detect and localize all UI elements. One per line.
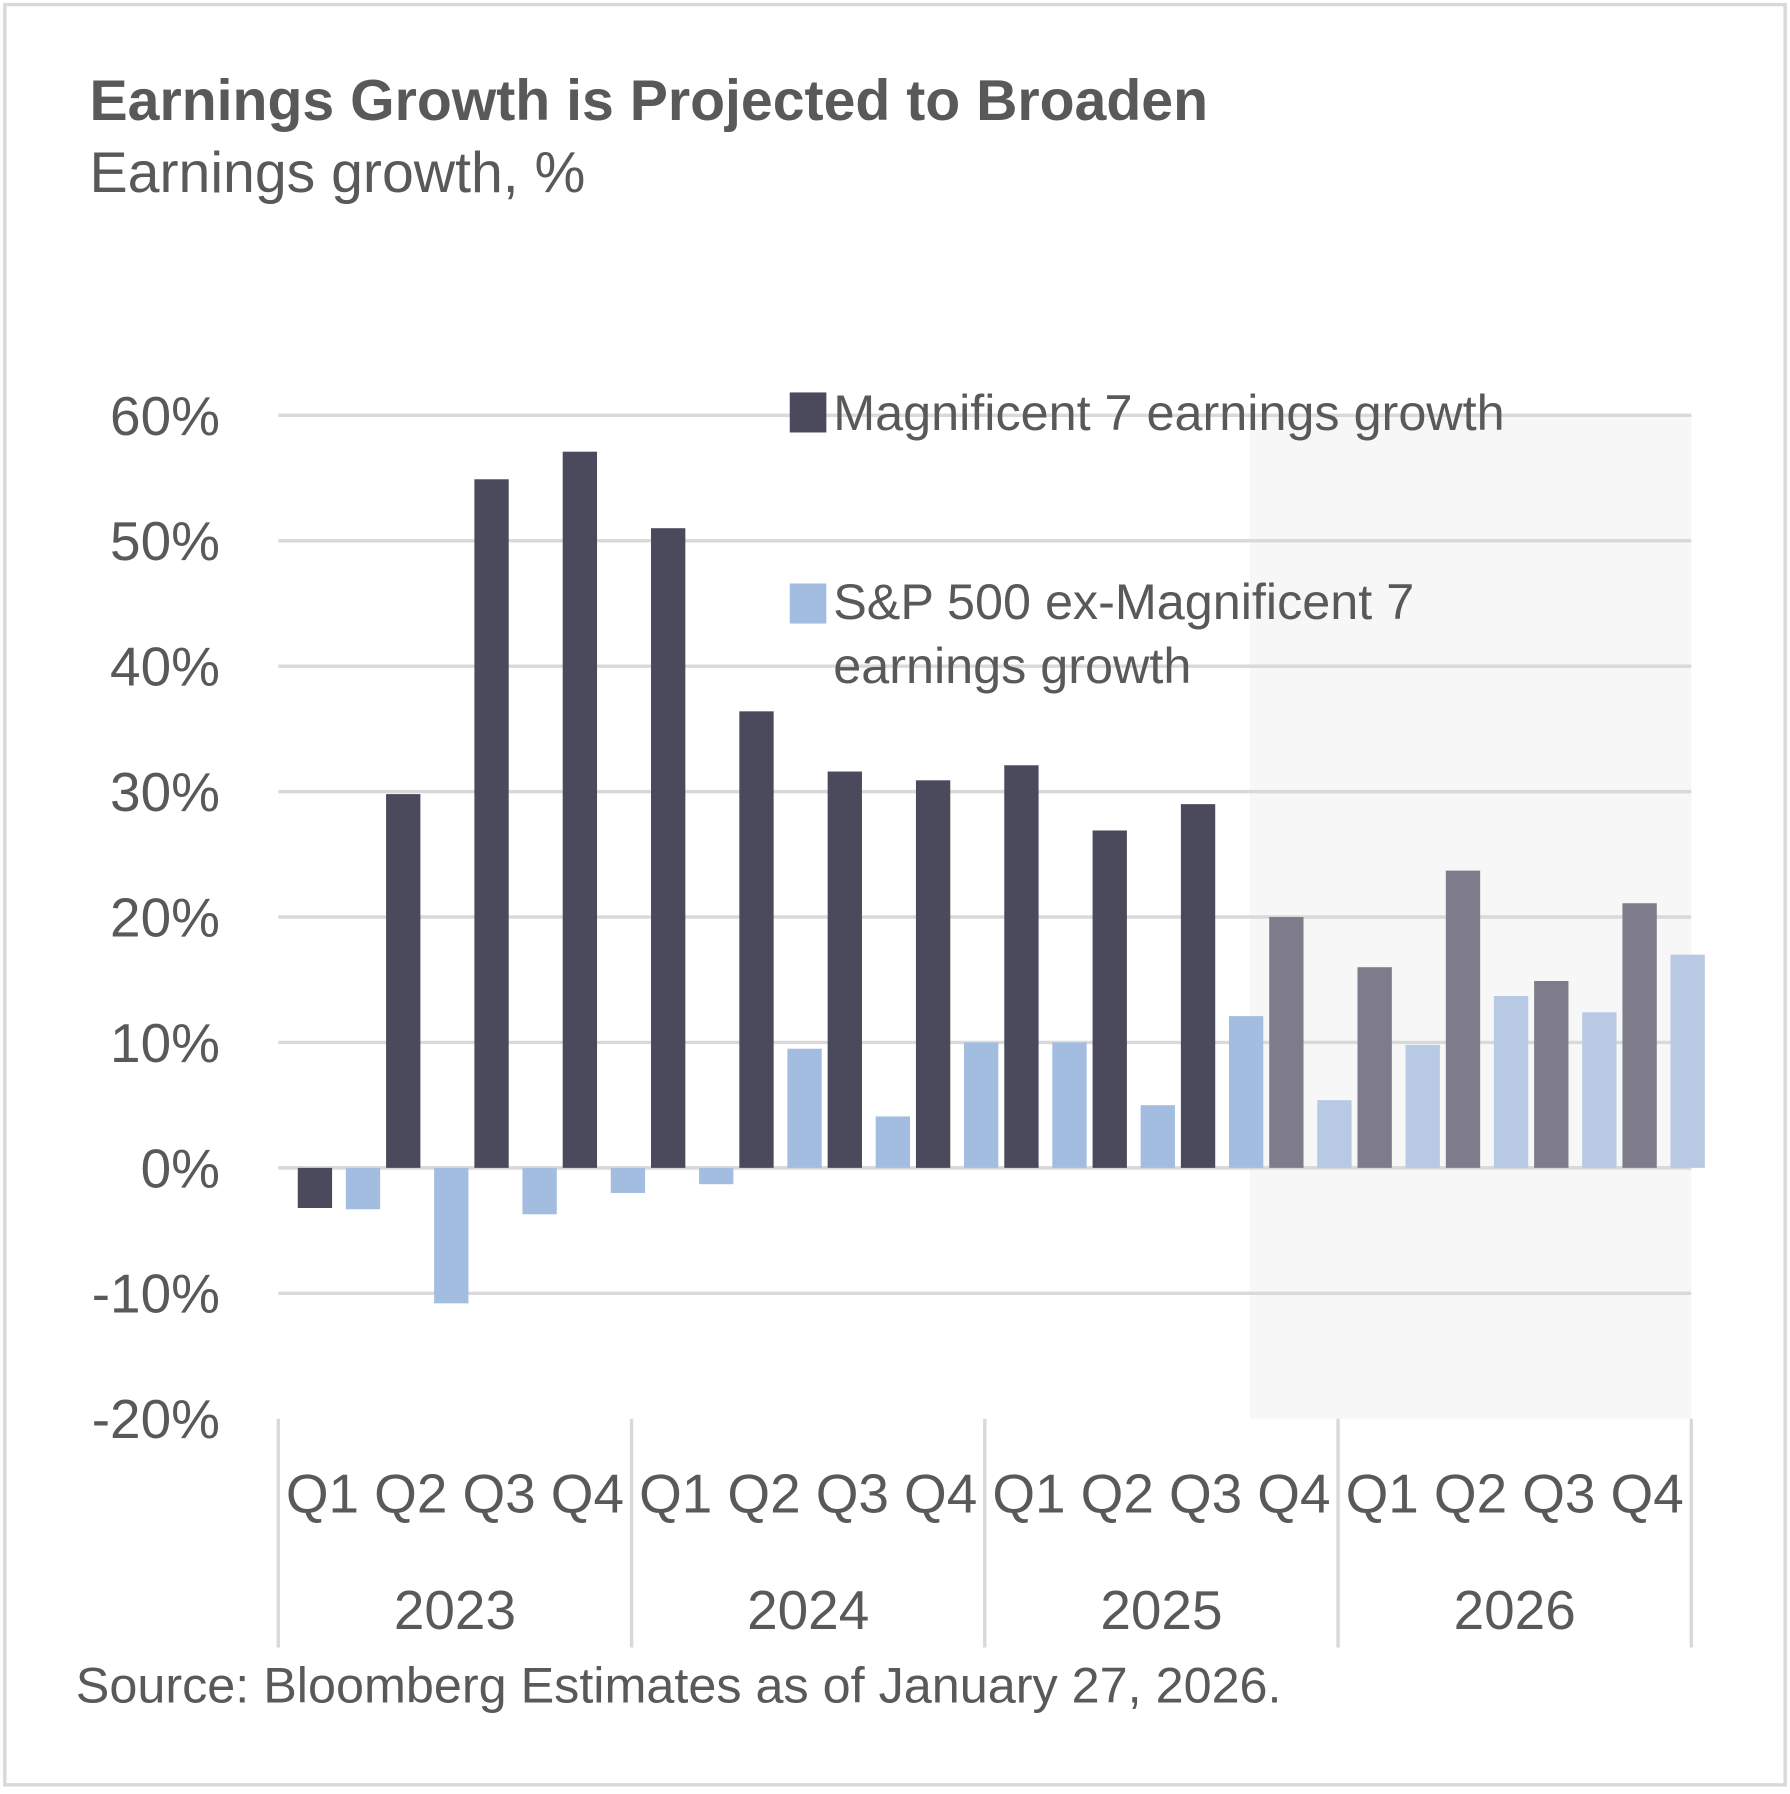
x-tick-quarter: Q2 bbox=[374, 1463, 447, 1525]
x-tick-quarter: Q3 bbox=[1522, 1463, 1595, 1525]
x-tick-year: 2023 bbox=[394, 1579, 516, 1641]
x-tick-quarter: Q2 bbox=[727, 1463, 800, 1525]
bar-mag7 bbox=[386, 794, 421, 1168]
bar-sp500-ex-mag7 bbox=[787, 1048, 822, 1168]
y-tick-label: -20% bbox=[92, 1388, 220, 1450]
y-tick-label: 10% bbox=[110, 1012, 220, 1074]
legend: Magnificent 7 earnings growth S&P 500 ex… bbox=[789, 384, 1505, 694]
bar-mag7 bbox=[474, 479, 509, 1168]
bar-mag7 bbox=[1534, 980, 1569, 1168]
y-tick-label: 60% bbox=[110, 385, 220, 447]
bar-sp500-ex-mag7 bbox=[345, 1167, 381, 1210]
bar-mag7 bbox=[1357, 967, 1392, 1168]
y-tick-label: 0% bbox=[141, 1137, 220, 1199]
x-tick-quarter: Q2 bbox=[1434, 1463, 1507, 1525]
bar-sp500-ex-mag7 bbox=[1670, 954, 1705, 1168]
bar-sp500-ex-mag7 bbox=[1140, 1105, 1175, 1168]
bar-sp500-ex-mag7 bbox=[434, 1167, 469, 1304]
x-tick-quarter: Q1 bbox=[992, 1463, 1065, 1525]
x-tick-quarter: Q2 bbox=[1081, 1463, 1154, 1525]
x-tick-quarter: Q4 bbox=[904, 1463, 977, 1525]
legend-label-mag7: Magnificent 7 earnings growth bbox=[833, 384, 1504, 441]
bar-mag7 bbox=[1092, 830, 1127, 1168]
chart-title: Earnings Growth is Projected to Broaden bbox=[90, 69, 1209, 133]
x-tick-year: 2026 bbox=[1454, 1579, 1576, 1641]
x-tick-quarter: Q1 bbox=[639, 1463, 712, 1525]
bar-mag7 bbox=[1180, 804, 1216, 1168]
bar-sp500-ex-mag7 bbox=[875, 1116, 911, 1168]
x-tick-quarter: Q1 bbox=[1346, 1463, 1419, 1525]
x-tick-year: 2024 bbox=[747, 1579, 869, 1641]
x-tick-year: 2025 bbox=[1100, 1579, 1222, 1641]
bar-sp500-ex-mag7 bbox=[1405, 1044, 1440, 1168]
bar-mag7 bbox=[915, 780, 951, 1168]
bar-sp500-ex-mag7 bbox=[964, 1042, 999, 1168]
y-tick-label: 30% bbox=[110, 761, 220, 823]
bar-sp500-ex-mag7 bbox=[522, 1167, 557, 1215]
y-tick-label: 20% bbox=[110, 886, 220, 948]
y-tick-label: 40% bbox=[110, 636, 220, 698]
bar-sp500-ex-mag7 bbox=[610, 1167, 646, 1193]
x-tick-quarter: Q4 bbox=[1611, 1463, 1684, 1525]
bar-mag7 bbox=[651, 528, 686, 1168]
y-tick-label: 50% bbox=[110, 510, 220, 572]
bar-sp500-ex-mag7 bbox=[1493, 996, 1529, 1168]
x-tick-quarter: Q4 bbox=[1257, 1463, 1330, 1525]
bar-mag7 bbox=[1269, 917, 1304, 1168]
bar-mag7 bbox=[1622, 903, 1657, 1168]
x-tick-quarter: Q3 bbox=[1169, 1463, 1242, 1525]
x-tick-quarter: Q1 bbox=[286, 1463, 359, 1525]
x-tick-quarter: Q3 bbox=[462, 1463, 535, 1525]
legend-swatch-mag7 bbox=[789, 392, 827, 433]
bar-mag7 bbox=[562, 451, 598, 1168]
legend-label-sp500-line1: S&P 500 ex-Magnificent 7 bbox=[833, 573, 1414, 630]
y-tick-label: -10% bbox=[92, 1263, 220, 1325]
bar-sp500-ex-mag7 bbox=[1317, 1100, 1352, 1168]
bar-mag7 bbox=[1445, 870, 1481, 1168]
x-tick-quarter: Q3 bbox=[816, 1463, 889, 1525]
x-tick-quarter: Q4 bbox=[551, 1463, 624, 1525]
bar-sp500-ex-mag7 bbox=[699, 1167, 734, 1185]
bar-mag7 bbox=[297, 1167, 333, 1209]
bar-sp500-ex-mag7 bbox=[1052, 1042, 1087, 1168]
legend-label-sp500-line2: earnings growth bbox=[833, 637, 1191, 694]
bar-mag7 bbox=[739, 711, 774, 1168]
bar-mag7 bbox=[827, 771, 862, 1168]
chart-subtitle: Earnings growth, % bbox=[90, 141, 586, 205]
bar-sp500-ex-mag7 bbox=[1228, 1016, 1264, 1168]
legend-swatch-sp500-ex-mag7 bbox=[789, 583, 827, 624]
bar-mag7 bbox=[1004, 765, 1039, 1168]
source-note: Source: Bloomberg Estimates as of Januar… bbox=[76, 1656, 1282, 1713]
bar-sp500-ex-mag7 bbox=[1582, 1012, 1617, 1168]
